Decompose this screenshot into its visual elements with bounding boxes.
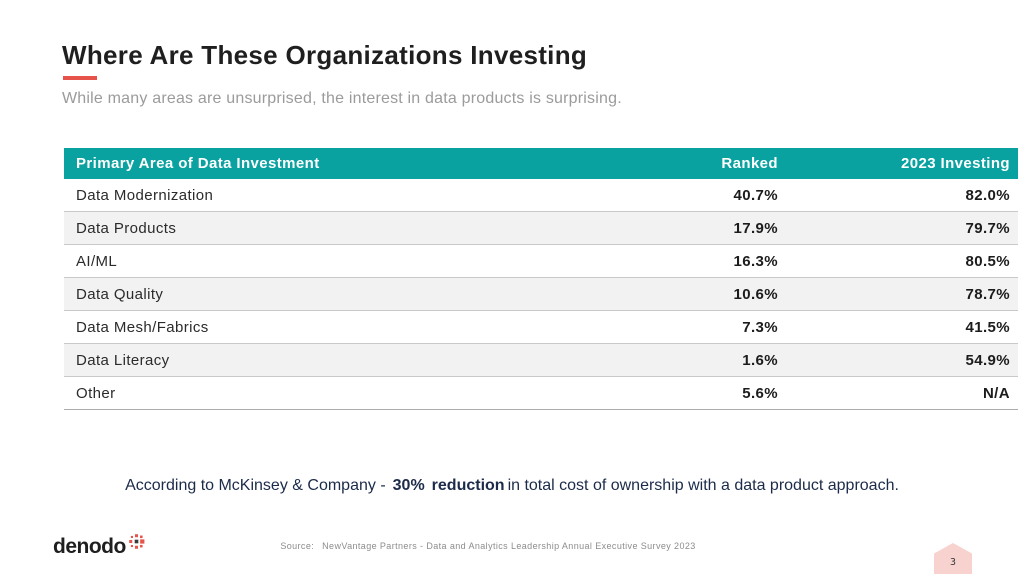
title-underline-accent — [63, 76, 97, 80]
denodo-logo: denodo — [53, 534, 145, 559]
page-number: 3 — [949, 556, 957, 568]
cell-area: Data Quality — [64, 277, 616, 311]
cell-investing: 41.5% — [790, 310, 1018, 344]
table-header-row: Primary Area of Data Investment Ranked 2… — [64, 148, 1018, 179]
investment-table-body: Data Modernization 40.7% 82.0% Data Prod… — [64, 179, 1018, 410]
cell-area: Data Modernization — [64, 179, 616, 212]
callout-highlight-value: 30% — [392, 477, 425, 494]
callout-highlight-word: reduction — [431, 477, 505, 494]
cell-ranked: 17.9% — [616, 211, 790, 245]
page-subtitle: While many areas are unsurprised, the in… — [62, 90, 622, 107]
table-row: Other 5.6% N/A — [64, 376, 1018, 410]
cell-investing: 79.7% — [790, 211, 1018, 245]
table-row: Data Modernization 40.7% 82.0% — [64, 179, 1018, 212]
mckinsey-callout: According to McKinsey & Company - 30% redu… — [0, 475, 1024, 496]
cell-area: Other — [64, 376, 616, 410]
source-text: NewVantage Partners - Data and Analytics… — [322, 541, 696, 551]
cell-ranked: 5.6% — [616, 376, 790, 410]
source-label: Source: — [280, 541, 315, 551]
cell-investing: 82.0% — [790, 179, 1018, 212]
callout-prefix: According to McKinsey & Company - — [125, 477, 386, 494]
column-header-ranked: Ranked — [616, 148, 790, 179]
investment-table: Primary Area of Data Investment Ranked 2… — [64, 148, 1018, 410]
cell-area: Data Mesh/Fabrics — [64, 310, 616, 344]
table-row: Data Products 17.9% 79.7% — [64, 211, 1018, 245]
cell-investing: 54.9% — [790, 343, 1018, 377]
investment-table-header: Primary Area of Data Investment Ranked 2… — [64, 148, 1018, 179]
cell-area: Data Products — [64, 211, 616, 245]
cell-area: Data Literacy — [64, 343, 616, 377]
cell-ranked: 40.7% — [616, 179, 790, 212]
cell-ranked: 16.3% — [616, 244, 790, 278]
cell-ranked: 1.6% — [616, 343, 790, 377]
table-row: Data Mesh/Fabrics 7.3% 41.5% — [64, 310, 1018, 344]
callout-suffix: in total cost of ownership with a data p… — [507, 477, 899, 494]
source-note: Source: NewVantage Partners - Data and An… — [0, 541, 1024, 551]
table-row: Data Quality 10.6% 78.7% — [64, 277, 1018, 311]
denodo-logo-text: denodo — [53, 535, 126, 558]
table-row: Data Literacy 1.6% 54.9% — [64, 343, 1018, 377]
column-header-area: Primary Area of Data Investment — [64, 148, 616, 179]
page-title: Where Are These Organizations Investing — [62, 40, 588, 70]
cell-ranked: 10.6% — [616, 277, 790, 311]
cell-area: AI/ML — [64, 244, 616, 278]
cell-ranked: 7.3% — [616, 310, 790, 344]
cell-investing: N/A — [790, 376, 1018, 410]
cell-investing: 78.7% — [790, 277, 1018, 311]
cell-investing: 80.5% — [790, 244, 1018, 278]
table-row: AI/ML 16.3% 80.5% — [64, 244, 1018, 278]
denodo-logo-mark-icon — [129, 534, 145, 549]
column-header-investing: 2023 Investing — [790, 148, 1018, 179]
